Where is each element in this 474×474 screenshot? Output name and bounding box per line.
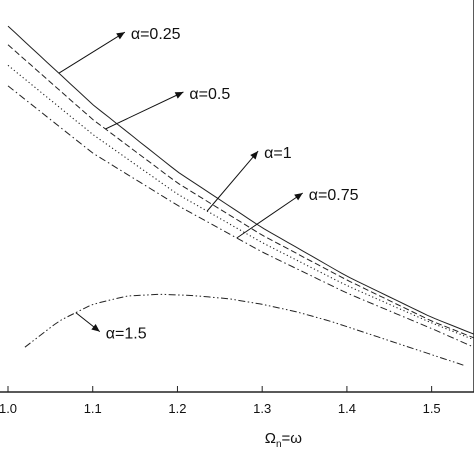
annotation-arrow-head <box>174 91 184 99</box>
annotation-arrow-line <box>206 150 259 212</box>
annotation-arrow-head <box>294 193 303 201</box>
annotation-arrow-head <box>116 32 125 40</box>
series-annotations: α=0.25 α=0.5 α=1 α=0.75 α=1.5 <box>58 26 359 343</box>
series-line <box>7 85 474 348</box>
annotation-arrow-line <box>105 91 184 130</box>
x-axis-title: Ωn=ω <box>265 430 303 450</box>
annotation-label: α=1 <box>264 145 292 162</box>
plot-frame <box>0 0 474 393</box>
annotation-label: α=0.5 <box>189 86 230 103</box>
annotation-arrow-head <box>91 323 100 332</box>
series-lines <box>7 25 474 367</box>
x-tick-label: 1.0 <box>0 401 17 416</box>
annotation-label: α=0.25 <box>131 26 181 43</box>
annotation-label: α=1.5 <box>106 326 147 343</box>
series-line <box>7 44 474 339</box>
annotation-arrow-line <box>58 31 126 74</box>
annotation-label: α=0.75 <box>309 187 359 204</box>
annotation-arrow-line <box>236 192 304 239</box>
x-tick-label: 1.1 <box>84 401 102 416</box>
x-axis-ticks: 1.0 1.1 1.2 1.3 1.4 1.5 <box>0 386 441 416</box>
x-tick-label: 1.5 <box>423 401 441 416</box>
series-line <box>24 293 466 367</box>
x-tick-label: 1.4 <box>338 401 356 416</box>
annotation-arrow-head <box>250 151 259 160</box>
x-tick-label: 1.2 <box>168 401 186 416</box>
x-tick-label: 1.3 <box>253 401 271 416</box>
series-line <box>7 25 474 335</box>
plot-border <box>0 0 474 393</box>
